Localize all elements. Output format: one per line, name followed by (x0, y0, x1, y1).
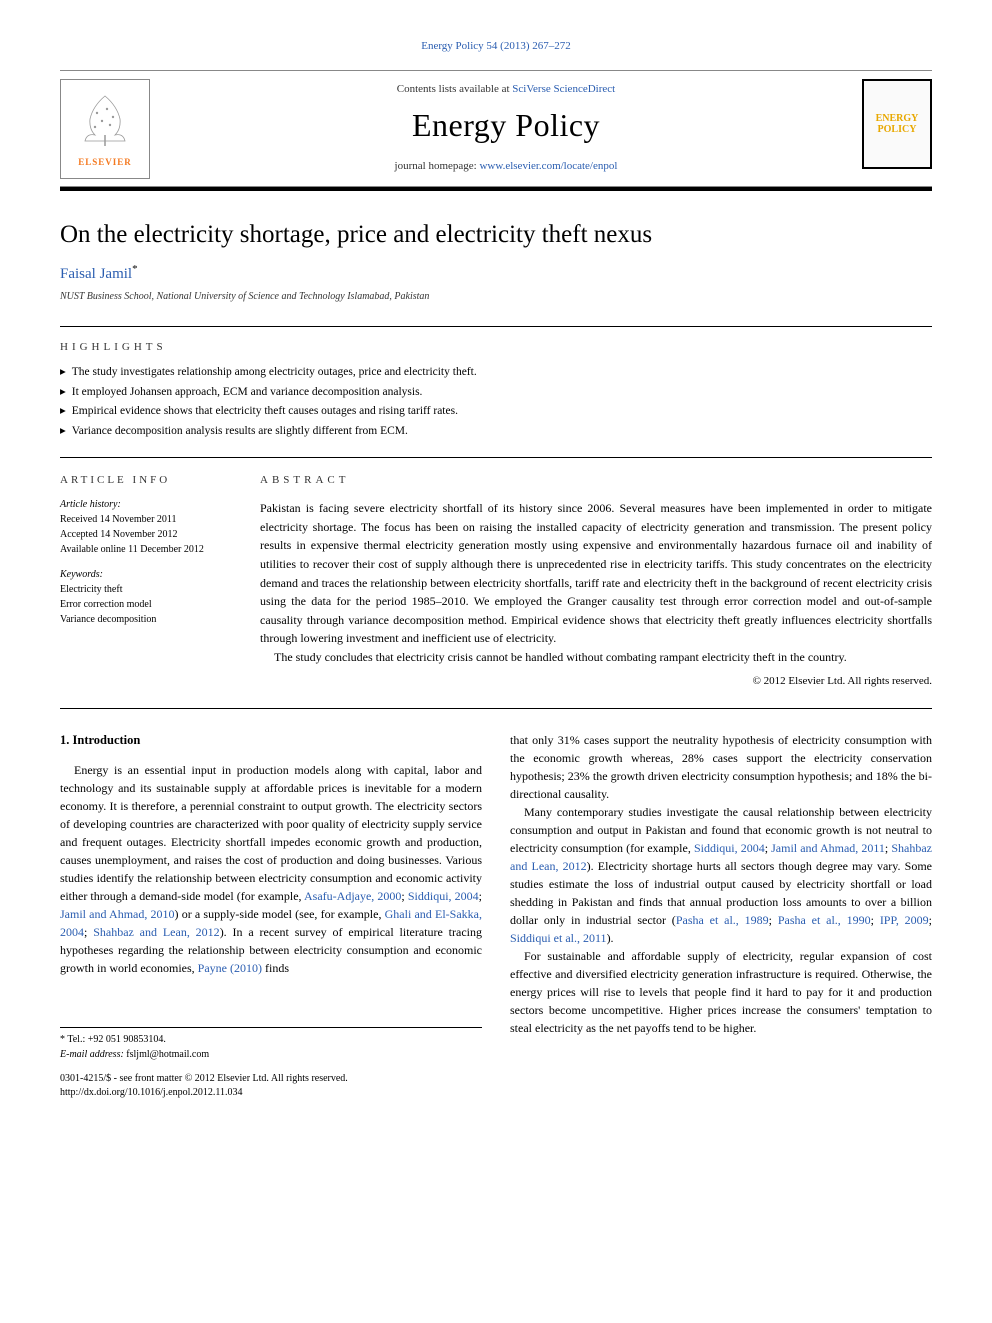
author-link[interactable]: Faisal Jamil (60, 266, 132, 282)
body-paragraph: that only 31% cases support the neutrali… (510, 731, 932, 803)
keywords-label: Keywords: (60, 567, 240, 582)
doi-block: 0301-4215/$ - see front matter © 2012 El… (60, 1072, 482, 1100)
intro-heading: 1. Introduction (60, 731, 482, 750)
citation-link[interactable]: Jamil and Ahmad, 2010 (60, 907, 175, 921)
highlights-list: ▸ The study investigates relationship amo… (60, 363, 932, 441)
body-text: ; (769, 913, 778, 927)
accepted-date: Accepted 14 November 2012 (60, 527, 240, 542)
highlight-item: ▸ The study investigates relationship amo… (60, 363, 932, 383)
body-paragraph: Energy is an essential input in producti… (60, 761, 482, 977)
citation-link[interactable]: Siddiqui, 2004 (694, 841, 765, 855)
abstract-text-2: The study concludes that electricity cri… (260, 648, 932, 667)
article-title: On the electricity shortage, price and e… (60, 221, 932, 249)
citation-link[interactable]: Shahbaz and Lean, 2012 (93, 925, 220, 939)
arrow-icon: ▸ (60, 383, 66, 403)
corresponding-mark: * (132, 263, 138, 275)
homepage-line: journal homepage: www.elsevier.com/locat… (170, 160, 842, 172)
body-text: ; (929, 913, 932, 927)
page: Energy Policy 54 (2013) 267–272 ELSEVIER… (0, 0, 992, 1140)
citation-link[interactable]: Pasha et al., 1989 (676, 913, 769, 927)
body-text: ; (479, 889, 482, 903)
author-line: Faisal Jamil* (60, 263, 932, 283)
highlights-label: HIGHLIGHTS (60, 341, 932, 353)
homepage-link[interactable]: www.elsevier.com/locate/enpol (479, 160, 617, 172)
citation-link[interactable]: Asafu-Adjaye, 2000 (304, 889, 401, 903)
tel-label: * Tel.: (60, 1034, 88, 1045)
tel-footnote: * Tel.: +92 051 90853104. (60, 1032, 482, 1047)
contents-prefix: Contents lists available at (397, 83, 512, 95)
body-text: finds (262, 961, 289, 975)
arrow-icon: ▸ (60, 422, 66, 442)
body-text: ; (84, 925, 93, 939)
affiliation: NUST Business School, National Universit… (60, 291, 932, 302)
homepage-prefix: journal homepage: (395, 160, 480, 172)
elsevier-label: ELSEVIER (78, 157, 132, 167)
email-value: fsljml@hotmail.com (126, 1049, 209, 1060)
body-text: ) or a supply-side model (see, for examp… (175, 907, 385, 921)
journal-cover-thumbnail: ENERGY POLICY (862, 79, 932, 169)
divider (60, 457, 932, 458)
body-column-left: 1. Introduction Energy is an essential i… (60, 731, 482, 1101)
received-date: Received 14 November 2011 (60, 512, 240, 527)
highlight-item: ▸ It employed Johansen approach, ECM and … (60, 383, 932, 403)
body-paragraph: For sustainable and affordable supply of… (510, 947, 932, 1037)
body-columns: 1. Introduction Energy is an essential i… (60, 731, 932, 1101)
highlight-text: Empirical evidence shows that electricit… (72, 402, 458, 422)
elsevier-logo: ELSEVIER (60, 79, 150, 179)
citation-link[interactable]: Siddiqui, 2004 (408, 889, 479, 903)
email-label: E-mail address: (60, 1049, 126, 1060)
journal-citation-link[interactable]: Energy Policy 54 (2013) 267–272 (421, 40, 571, 52)
journal-name: Energy Policy (170, 107, 842, 144)
doi-url: http://dx.doi.org/10.1016/j.enpol.2012.1… (60, 1086, 482, 1100)
article-info: article info Article history: Received 1… (60, 472, 260, 689)
email-footnote: E-mail address: fsljml@hotmail.com (60, 1047, 482, 1062)
highlight-item: ▸ Variance decomposition analysis results… (60, 422, 932, 442)
body-column-right: that only 31% cases support the neutrali… (510, 731, 932, 1101)
arrow-icon: ▸ (60, 402, 66, 422)
citation-link[interactable]: IPP, 2009 (880, 913, 929, 927)
divider (60, 708, 932, 709)
abstract-block: abstract Pakistan is facing severe elect… (260, 472, 932, 689)
footnotes: * Tel.: +92 051 90853104. E-mail address… (60, 1027, 482, 1062)
body-text: ). (607, 931, 614, 945)
citation-link[interactable]: Siddiqui et al., 2011 (510, 931, 607, 945)
highlight-text: The study investigates relationship amon… (72, 363, 477, 383)
highlight-text: Variance decomposition analysis results … (72, 422, 408, 442)
citation-link[interactable]: Jamil and Ahmad, 2011 (771, 841, 885, 855)
journal-header: ELSEVIER Contents lists available at Sci… (60, 70, 932, 191)
body-paragraph: Many contemporary studies investigate th… (510, 803, 932, 947)
keyword: Variance decomposition (60, 612, 240, 627)
cover-label: ENERGY POLICY (868, 113, 926, 135)
sciencedirect-link[interactable]: SciVerse ScienceDirect (512, 83, 615, 95)
abstract-text-1: Pakistan is facing severe electricity sh… (260, 499, 932, 648)
keyword: Error correction model (60, 597, 240, 612)
citation-link[interactable]: Pasha et al., 1990 (778, 913, 871, 927)
contents-line: Contents lists available at SciVerse Sci… (170, 83, 842, 95)
history-label: Article history: (60, 497, 240, 512)
body-text: ; (871, 913, 880, 927)
copyright-line: © 2012 Elsevier Ltd. All rights reserved… (260, 673, 932, 690)
divider (60, 326, 932, 327)
citation-link[interactable]: Payne (2010) (198, 961, 262, 975)
elsevier-tree-icon (75, 91, 135, 153)
keyword: Electricity theft (60, 582, 240, 597)
online-date: Available online 11 December 2012 (60, 542, 240, 557)
article-info-label: article info (60, 472, 240, 489)
highlight-text: It employed Johansen approach, ECM and v… (72, 383, 423, 403)
body-text: Energy is an essential input in producti… (60, 763, 482, 903)
arrow-icon: ▸ (60, 363, 66, 383)
journal-citation-header: Energy Policy 54 (2013) 267–272 (60, 40, 932, 52)
highlight-item: ▸ Empirical evidence shows that electrici… (60, 402, 932, 422)
issn-line: 0301-4215/$ - see front matter © 2012 El… (60, 1072, 482, 1086)
abstract-label: abstract (260, 472, 932, 489)
tel-value: +92 051 90853104. (88, 1034, 166, 1045)
